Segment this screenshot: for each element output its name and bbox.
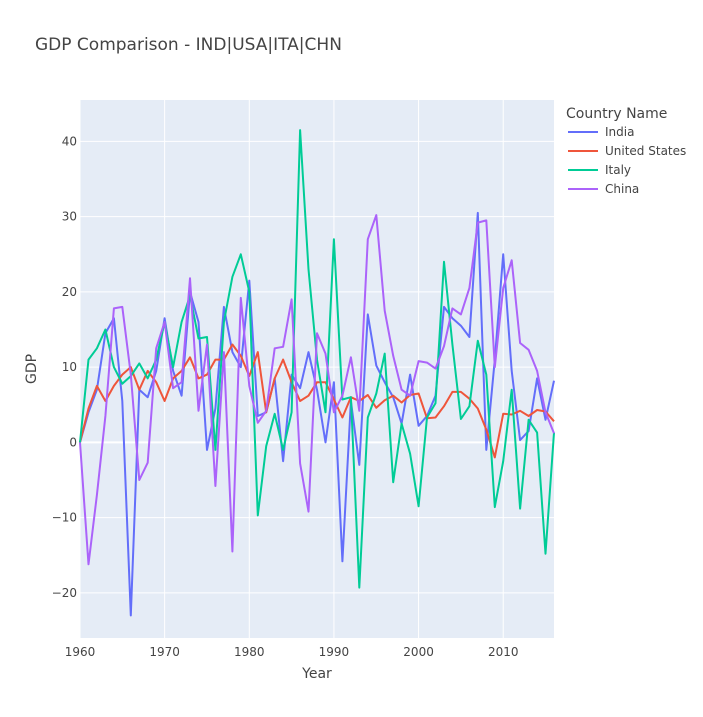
- y-axis-title: GDP: [24, 354, 40, 384]
- legend-label: China: [605, 182, 639, 196]
- x-tick-label: 2000: [403, 645, 434, 659]
- y-tick-label: 10: [62, 360, 77, 374]
- x-tick-label: 1990: [319, 645, 350, 659]
- chart-title: GDP Comparison - IND|USA|ITA|CHN: [35, 35, 342, 55]
- y-tick-label: 20: [62, 285, 77, 299]
- x-tick-label: 1980: [234, 645, 265, 659]
- y-tick-label: 30: [62, 210, 77, 224]
- x-tick-labels: 1960 1970 1980 1990 2000 2010: [65, 645, 519, 659]
- x-tick-label: 2010: [488, 645, 519, 659]
- series-lines: [79, 129, 555, 617]
- series-line-italy: [79, 129, 555, 589]
- y-tick-label: −20: [52, 586, 77, 600]
- legend-label: Italy: [605, 163, 631, 177]
- x-tick-label: 1970: [149, 645, 180, 659]
- series-line-china: [79, 214, 555, 566]
- legend: Country Name India United States Italy Chin…: [566, 106, 686, 196]
- y-tick-label: 0: [69, 435, 77, 449]
- x-axis-title: Year: [301, 666, 332, 682]
- legend-label: India: [605, 125, 634, 139]
- series-line-united-states: [79, 343, 555, 459]
- y-tick-label: 40: [62, 134, 77, 148]
- grid-lines: [79, 100, 554, 638]
- y-tick-label: −10: [52, 511, 77, 525]
- legend-title: Country Name: [566, 106, 667, 122]
- series-line-india: [79, 211, 555, 617]
- legend-label: United States: [605, 144, 686, 158]
- x-tick-label: 1960: [65, 645, 96, 659]
- y-tick-labels: −20 −10 0 10 20 30 40: [52, 134, 77, 599]
